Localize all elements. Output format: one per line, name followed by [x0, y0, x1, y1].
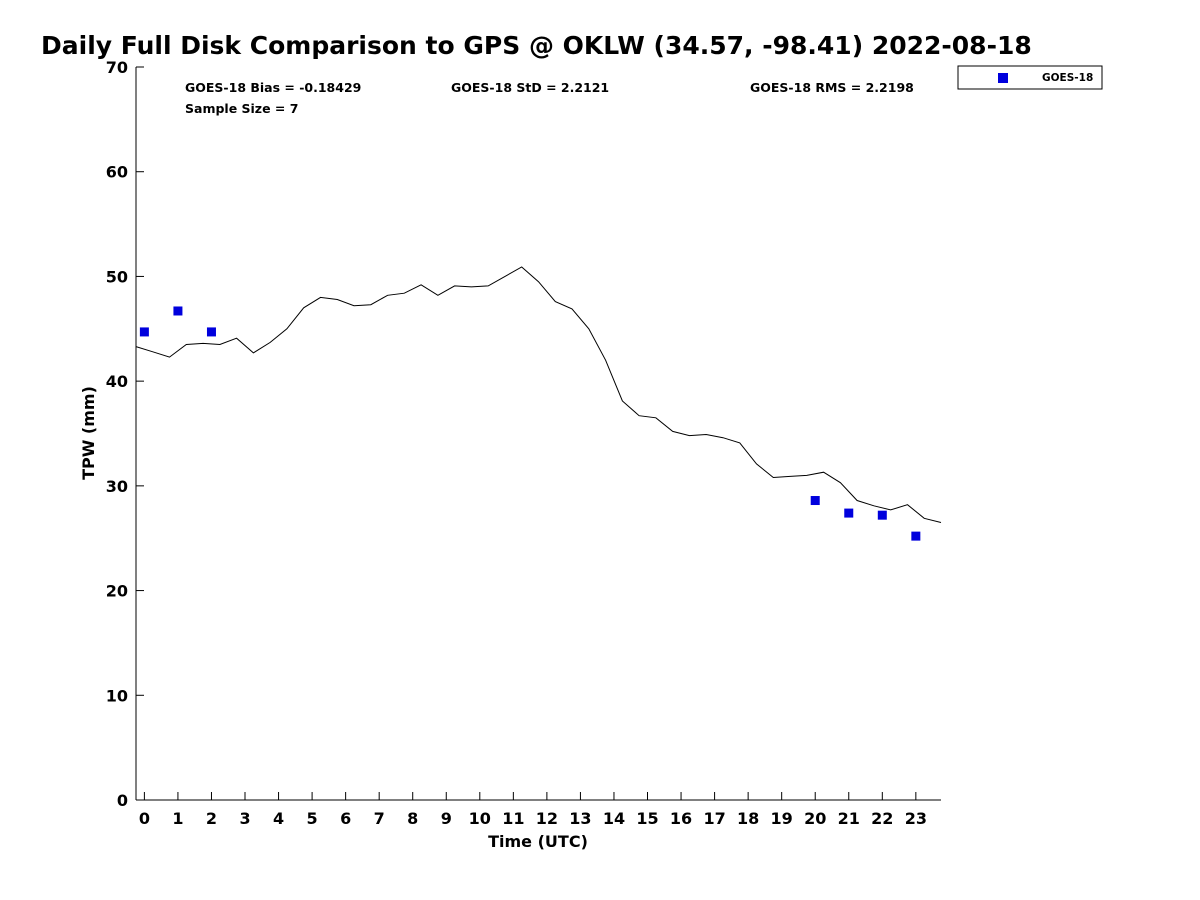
legend-box — [957, 65, 1103, 90]
x-tick-label: 12 — [536, 809, 558, 828]
y-tick-label: 20 — [106, 582, 128, 601]
x-tick-label: 11 — [502, 809, 524, 828]
x-tick-label: 16 — [670, 809, 692, 828]
y-tick-label: 0 — [117, 791, 128, 810]
chart-title: Daily Full Disk Comparison to GPS @ OKLW… — [41, 31, 1032, 60]
x-ticks: 0 1 2 3 4 5 6 7 8 9 10 11 12 13 14 15 16 17 18 19 20 21 22 23 — [139, 792, 927, 828]
goes-18-point — [844, 508, 854, 518]
legend-swatch — [998, 73, 1008, 83]
y-tick-label: 70 — [106, 58, 128, 77]
bias-stat: GOES-18 Bias = -0.18429 — [185, 80, 361, 95]
y-tick-label: 60 — [106, 163, 128, 182]
rms-stat: GOES-18 RMS = 2.2198 — [750, 80, 914, 95]
x-tick-label: 18 — [737, 809, 759, 828]
goes-18-point — [206, 327, 216, 337]
x-tick-label: 7 — [374, 809, 385, 828]
x-tick-label: 2 — [206, 809, 217, 828]
y-tick-label: 40 — [106, 372, 128, 391]
x-tick-label: 15 — [636, 809, 658, 828]
x-tick-label: 20 — [804, 809, 826, 828]
sample-size-stat: Sample Size = 7 — [185, 101, 298, 116]
goes-18-point — [810, 496, 820, 506]
x-tick-label: 4 — [273, 809, 284, 828]
x-tick-label: 21 — [838, 809, 860, 828]
series-layer — [135, 266, 942, 541]
x-tick-label: 13 — [569, 809, 591, 828]
plot-area — [136, 67, 941, 800]
x-tick-label: 19 — [771, 809, 793, 828]
x-tick-label: 9 — [441, 809, 452, 828]
x-tick-label: 14 — [603, 809, 625, 828]
y-axis-label: TPW (mm) — [79, 386, 98, 480]
gps-tpw-line — [135, 266, 942, 523]
x-tick-label: 22 — [871, 809, 893, 828]
x-tick-label: 5 — [307, 809, 318, 828]
y-ticks: 0 10 20 30 40 50 60 70 — [106, 58, 144, 810]
goes-18-point — [139, 327, 149, 337]
x-tick-label: 3 — [239, 809, 250, 828]
legend: GOES-18 — [957, 65, 1103, 90]
legend-label: GOES-18 — [1042, 72, 1093, 84]
goes-18-point — [173, 306, 183, 316]
x-axis-label: Time (UTC) — [488, 832, 588, 851]
std-stat: GOES-18 StD = 2.2121 — [451, 80, 609, 95]
x-tick-label: 8 — [407, 809, 418, 828]
x-tick-label: 0 — [139, 809, 150, 828]
x-tick-label: 23 — [905, 809, 927, 828]
x-tick-label: 10 — [469, 809, 491, 828]
y-tick-label: 10 — [106, 686, 128, 705]
y-tick-label: 30 — [106, 477, 128, 496]
x-tick-label: 17 — [703, 809, 725, 828]
goes-18-point — [911, 531, 921, 541]
x-tick-label: 6 — [340, 809, 351, 828]
goes-18-point — [877, 510, 887, 520]
x-tick-label: 1 — [172, 809, 183, 828]
y-tick-label: 50 — [106, 267, 128, 286]
